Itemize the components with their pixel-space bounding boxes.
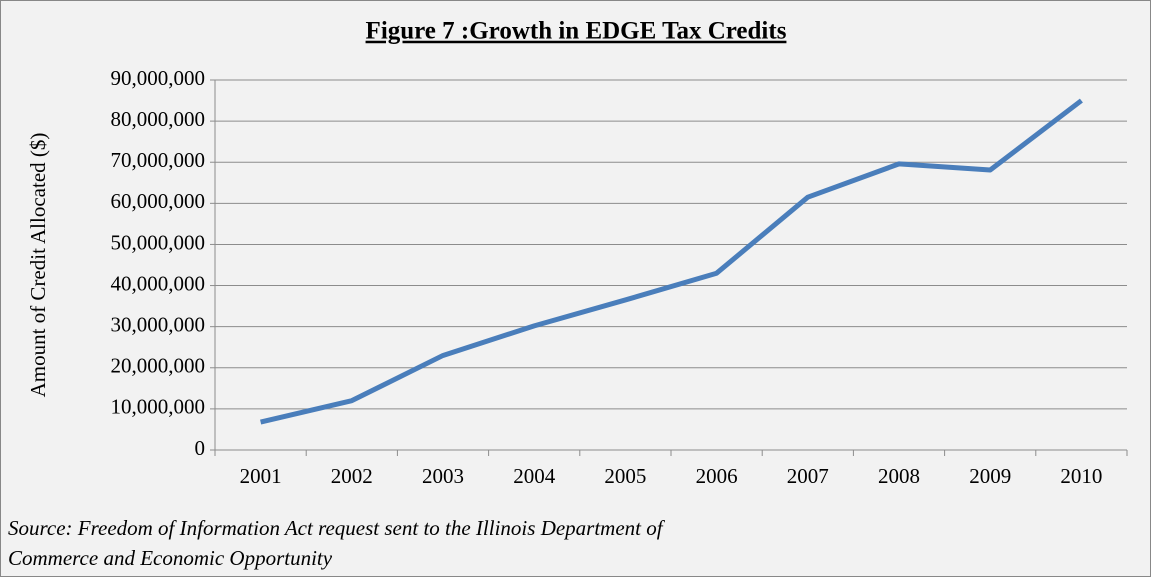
x-tick-label: 2003 [422,464,464,488]
y-tick-label: 60,000,000 [111,189,206,213]
x-tick-label: 2008 [878,464,920,488]
y-tick-label: 40,000,000 [111,271,206,295]
y-tick-label: 80,000,000 [111,107,206,131]
x-tick-label: 2004 [513,464,556,488]
y-tick-label: 90,000,000 [111,66,206,90]
y-tick-label: 20,000,000 [111,354,206,378]
data-line [260,98,1083,425]
y-tick-label: 30,000,000 [111,312,206,336]
source-note: Commerce and Economic Opportunity [8,546,333,570]
y-tick-label: 10,000,000 [111,395,206,419]
x-tick-label: 2009 [969,464,1011,488]
y-tick-label: 70,000,000 [111,148,206,172]
x-tick-label: 2006 [696,464,738,488]
source-note: Source: Freedom of Information Act reque… [8,516,666,540]
y-tick-label: 0 [195,436,206,460]
x-tick-label: 2001 [240,464,282,488]
x-tick-label: 2010 [1060,464,1102,488]
x-tick-label: 2002 [331,464,373,488]
y-axis-label: Amount of Credit Allocated ($) [26,133,50,398]
chart-title: Figure 7 :Growth in EDGE Tax Credits [366,18,787,45]
y-tick-label: 50,000,000 [111,230,206,254]
x-tick-label: 2005 [604,464,646,488]
x-tick-label: 2007 [787,464,829,488]
